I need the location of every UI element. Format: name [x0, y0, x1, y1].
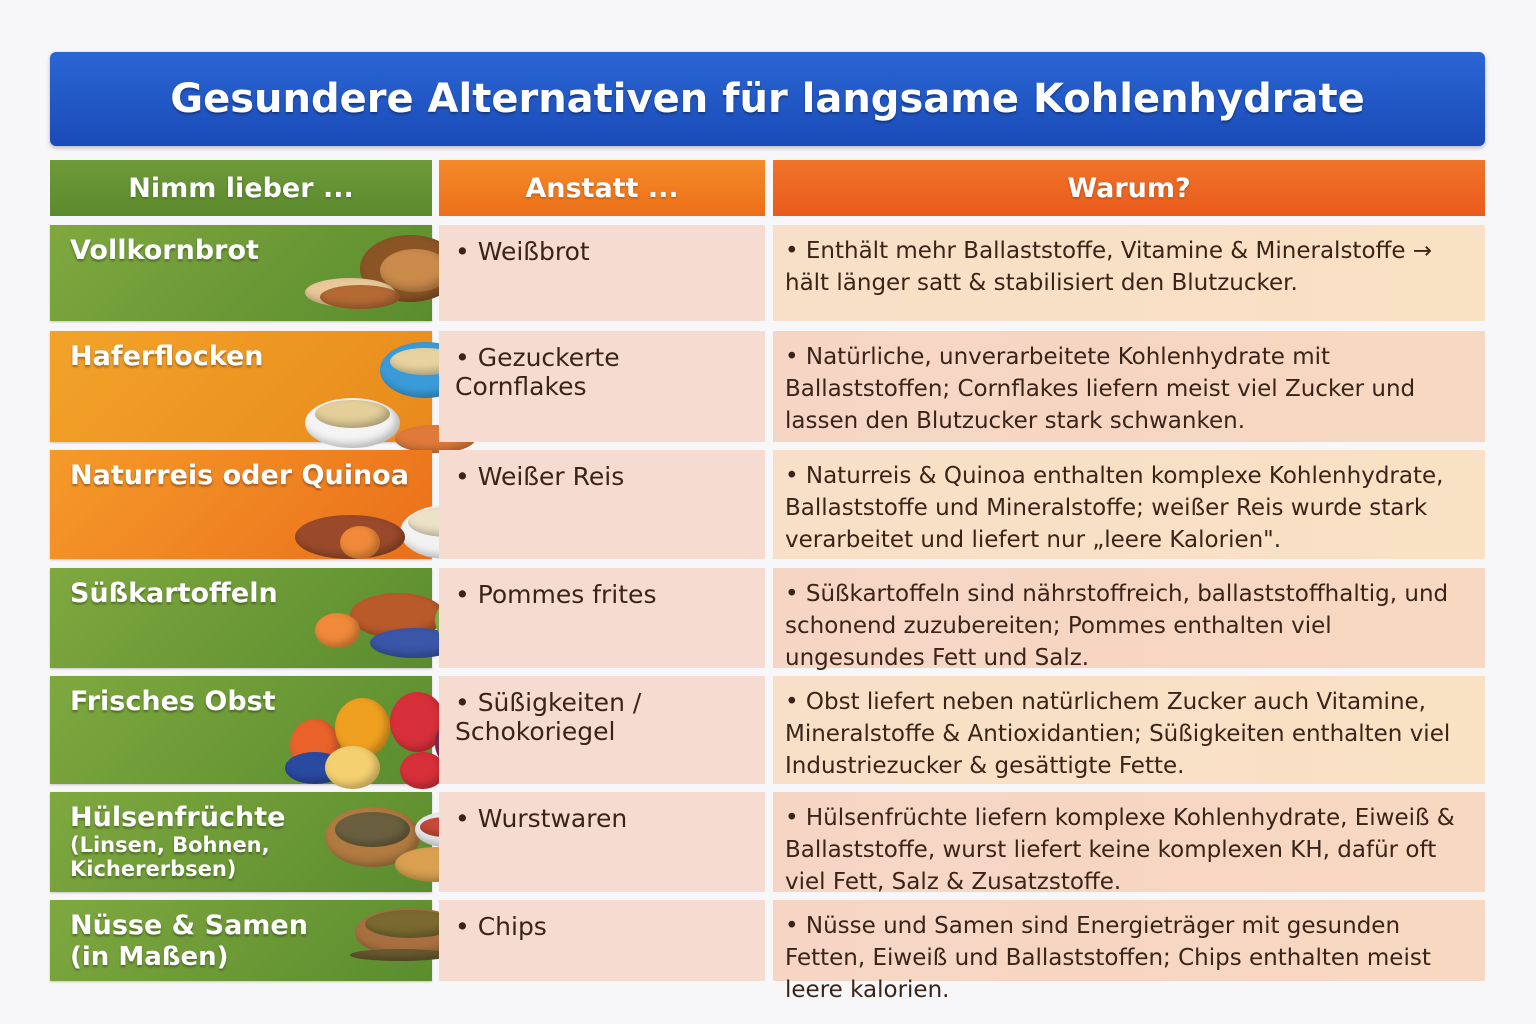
instead-cell: • Gezuckerte Cornflakes — [439, 331, 765, 442]
prefer-subtext: (in Maßen) — [70, 942, 229, 973]
prefer-cell: Naturreis oder Quinoa — [50, 450, 495, 559]
table-row: Hülsenfrüchte (Linsen, Bohnen, Kichererbs… — [0, 792, 1536, 895]
prefer-text: Frisches Obst — [70, 686, 276, 717]
legumes-icon — [50, 792, 475, 892]
prefer-text: Süßkartoffeln — [70, 578, 278, 609]
prefer-label: Frisches Obst — [70, 686, 276, 717]
prefer-subtext: (Linsen, Bohnen, Kichererbsen) — [70, 833, 270, 882]
instead-cell: • Süßigkeiten / Schokoriegel — [439, 676, 765, 784]
prefer-text: Naturreis oder Quinoa — [70, 460, 409, 491]
why-cell: • Enthält mehr Ballaststoffe, Vitamine &… — [773, 225, 1485, 321]
why-cell: • Nüsse und Samen sind Energieträger mit… — [773, 900, 1485, 1003]
table-row: Süßkartoffeln • Pommes frites • Süßkartoff… — [0, 568, 1536, 671]
why-cell: • Natürliche, unverarbeitete Kohlenhydra… — [773, 331, 1485, 442]
prefer-label: Nüsse & Samen (in Maßen) — [70, 910, 308, 973]
table-row: Frisches Obst • Süßigkeiten / Schokoriege… — [0, 676, 1536, 790]
table-row: Vollkornbrot • Weißbrot • Enthält mehr Bal… — [0, 225, 1536, 321]
prefer-label: Süßkartoffeln — [70, 578, 278, 609]
prefer-cell: Frisches Obst — [50, 676, 480, 790]
prefer-label: Naturreis oder Quinoa — [70, 460, 409, 491]
why-cell: • Süßkartoffeln sind nährstoffreich, bal… — [773, 568, 1485, 671]
header-prefer: Nimm lieber ... — [50, 160, 432, 216]
instead-cell: • Pommes frites — [439, 568, 765, 668]
prefer-text: Hülsenfrüchte — [70, 802, 286, 833]
instead-cell: • Wurstwaren — [439, 792, 765, 892]
why-cell: • Obst liefert neben natürlichem Zucker … — [773, 676, 1485, 784]
table-row: Nüsse & Samen (in Maßen) • Chips • Nüsse un… — [0, 900, 1536, 1003]
prefer-cell: Vollkornbrot — [50, 225, 460, 321]
instead-cell: • Weißer Reis — [439, 450, 765, 559]
header-instead: Anstatt ... — [439, 160, 765, 216]
instead-cell: • Chips — [439, 900, 765, 981]
table-row: Naturreis oder Quinoa • Weißer Reis • Natu… — [0, 450, 1536, 559]
prefer-cell: Nüsse & Samen (in Maßen) — [50, 900, 465, 981]
why-cell: • Naturreis & Quinoa enthalten komplexe … — [773, 450, 1485, 559]
header-why: Warum? — [773, 160, 1485, 216]
prefer-cell: Hülsenfrüchte (Linsen, Bohnen, Kichererbs… — [50, 792, 475, 892]
table-row: Haferflocken • Gezuckerte Cornflakes • Nat… — [0, 331, 1536, 454]
instead-cell: • Weißbrot — [439, 225, 765, 321]
prefer-label: Hülsenfrüchte (Linsen, Bohnen, Kichererbs… — [70, 802, 285, 883]
prefer-cell: Haferflocken — [50, 331, 475, 454]
prefer-label: Vollkornbrot — [70, 235, 259, 266]
why-cell: • Hülsenfrüchte liefern komplexe Kohlenh… — [773, 792, 1485, 895]
prefer-text: Vollkornbrot — [70, 235, 259, 266]
page-title: Gesundere Alternativen für langsame Kohl… — [50, 52, 1485, 146]
prefer-text: Nüsse & Samen — [70, 910, 308, 941]
prefer-text: Haferflocken — [70, 341, 264, 372]
prefer-cell: Süßkartoffeln — [50, 568, 480, 668]
prefer-label: Haferflocken — [70, 341, 264, 372]
